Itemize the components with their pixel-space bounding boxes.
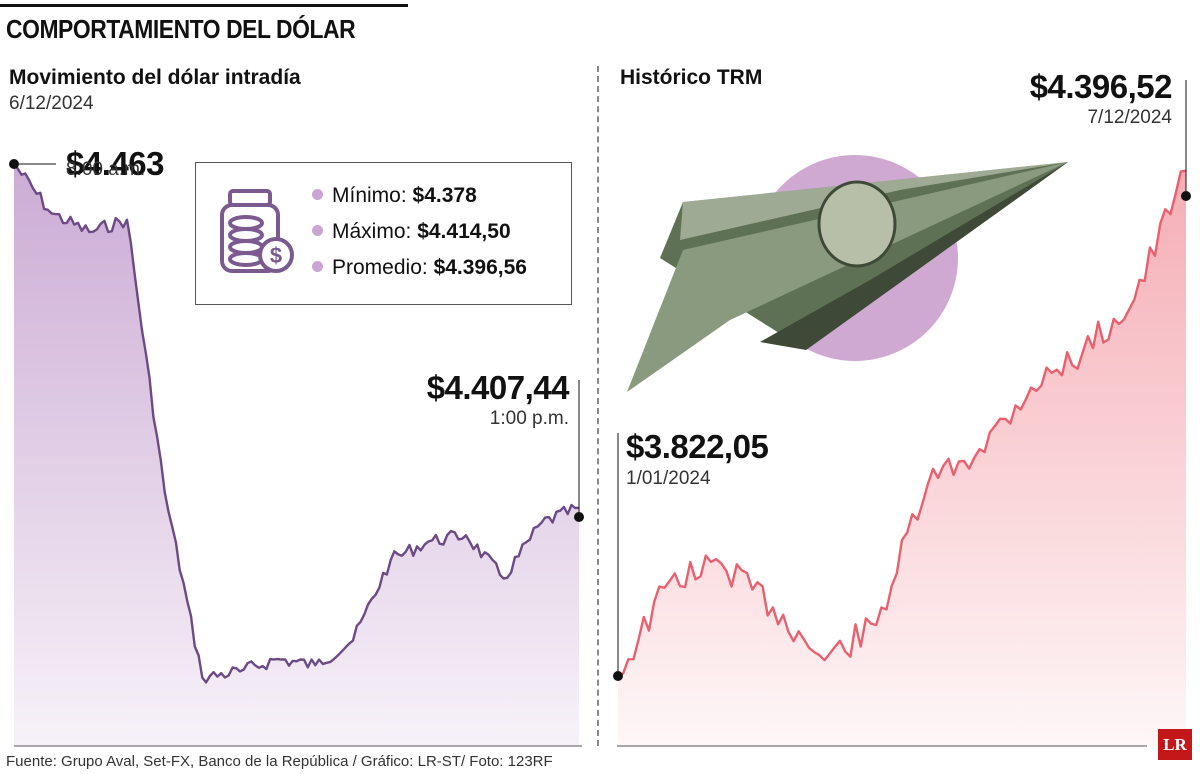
stat-bullet-icon	[312, 225, 323, 236]
trm-end-date: 7/12/2024	[1087, 107, 1172, 128]
stat-average: Promedio: $4.396,56	[312, 256, 527, 280]
trm-start-dot	[613, 671, 623, 681]
intraday-start-dot	[9, 159, 19, 169]
title-bar	[0, 4, 408, 7]
plane-highlight	[680, 162, 1068, 240]
intraday-area	[14, 164, 579, 746]
plane-portrait	[817, 180, 897, 268]
intraday-chart-date: 6/12/2024	[9, 93, 94, 114]
intraday-end-dot	[574, 512, 584, 522]
stat-maximum: Máximo: $4.414,50	[312, 220, 511, 244]
trm-line	[617, 169, 1187, 678]
trm-end-value: $4.396,52	[1029, 68, 1173, 105]
trm-start-date: 1/01/2024	[626, 468, 711, 489]
trm-start-value: $3.822,05	[626, 428, 769, 465]
plane-fold	[760, 162, 1068, 350]
trm-chart-title: Histórico TRM	[620, 66, 763, 89]
footer-source: Fuente: Grupo Aval, Set-FX, Banco de la …	[6, 753, 553, 770]
main-title: COMPORTAMIENTO DEL DÓLAR	[6, 14, 356, 44]
trm-area	[618, 170, 1186, 746]
intraday-end-value: $4.407,44	[426, 369, 570, 406]
stat-minimum: Mínimo: $4.378	[312, 184, 477, 208]
trm-end-dot	[1181, 191, 1191, 201]
coins-jar-icon: $	[220, 189, 294, 273]
intraday-chart-title: Movimiento del dólar intradía	[9, 66, 301, 89]
lr-logo: LR	[1158, 729, 1192, 760]
intraday-start-value: $4.463	[66, 145, 164, 182]
intraday-start-time: 8:00 a.m.	[66, 159, 146, 180]
intraday-end-time: 1:00 p.m.	[489, 408, 569, 429]
stat-bullet-icon	[312, 189, 323, 200]
svg-text:$: $	[270, 243, 282, 268]
stat-bullet-icon	[312, 261, 323, 272]
intraday-line	[13, 163, 580, 684]
panel-divider	[597, 66, 599, 746]
plane-wing-left	[627, 162, 1068, 392]
dollar-plane-illustration	[627, 155, 1068, 392]
stats-box: $ Mínimo: $4.378 Máximo: $4.414,50 Prome…	[195, 162, 572, 305]
